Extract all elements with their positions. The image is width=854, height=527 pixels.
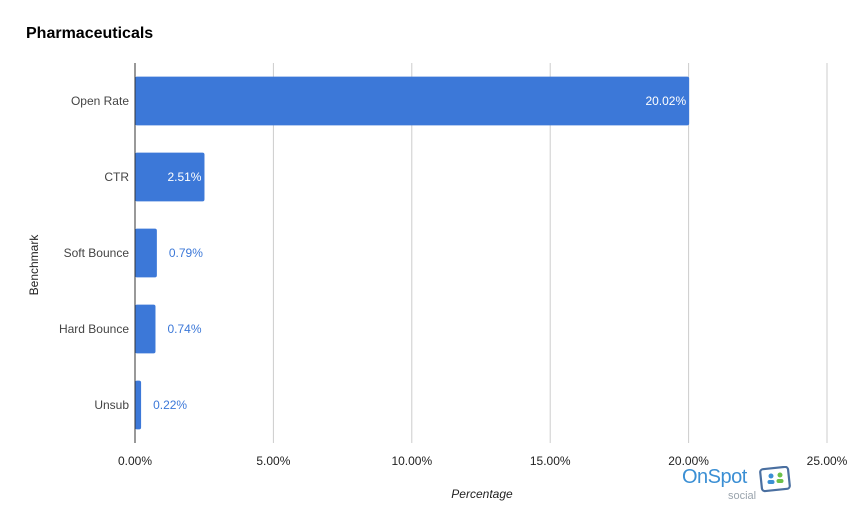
category-label: Soft Bounce [64,246,130,260]
data-label: 0.22% [153,398,187,412]
category-label: Hard Bounce [59,322,129,336]
x-tick-label: 10.00% [391,454,432,468]
bar [135,76,690,126]
x-tick-label: 5.00% [256,454,290,468]
x-tick-label: 15.00% [530,454,571,468]
logo-wordmark: OnSpot [682,466,747,488]
data-label: 0.74% [167,322,201,336]
data-label: 20.02% [645,94,686,108]
data-label: 0.79% [169,246,203,260]
x-axis-label: Percentage [451,487,513,501]
x-tick-label: 25.00% [807,454,848,468]
x-tick-label: 20.00% [668,454,709,468]
bar [135,228,157,278]
bar [135,152,205,202]
chart-title: Pharmaceuticals [26,25,154,42]
category-label: Unsub [94,398,129,412]
category-label: CTR [104,170,129,184]
logo-subtext: social [728,490,757,502]
x-tick-label: 0.00% [118,454,152,468]
bar [135,304,156,354]
category-label: Open Rate [71,94,129,108]
bar [135,380,142,430]
onspot-social-logo: OnSpot social [682,466,802,506]
data-label: 2.51% [167,170,201,184]
logo-badge-icon [759,466,791,493]
